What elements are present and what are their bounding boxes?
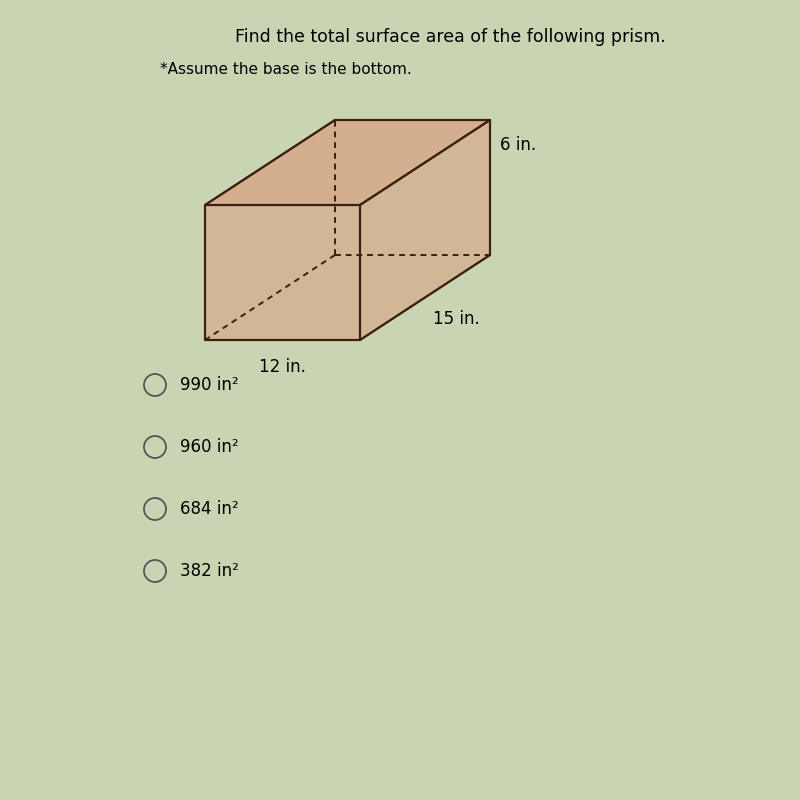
Text: *Assume the base is the bottom.: *Assume the base is the bottom. xyxy=(160,62,412,77)
Text: 960 in²: 960 in² xyxy=(180,438,238,456)
Text: 12 in.: 12 in. xyxy=(259,358,306,376)
Text: 990 in²: 990 in² xyxy=(180,376,238,394)
Text: 6 in.: 6 in. xyxy=(500,135,536,154)
Text: Find the total surface area of the following prism.: Find the total surface area of the follo… xyxy=(234,28,666,46)
Text: 382 in²: 382 in² xyxy=(180,562,239,580)
Text: 15 in.: 15 in. xyxy=(433,310,480,327)
Polygon shape xyxy=(205,205,360,340)
Text: 684 in²: 684 in² xyxy=(180,500,238,518)
Polygon shape xyxy=(360,120,490,340)
Polygon shape xyxy=(205,120,490,205)
